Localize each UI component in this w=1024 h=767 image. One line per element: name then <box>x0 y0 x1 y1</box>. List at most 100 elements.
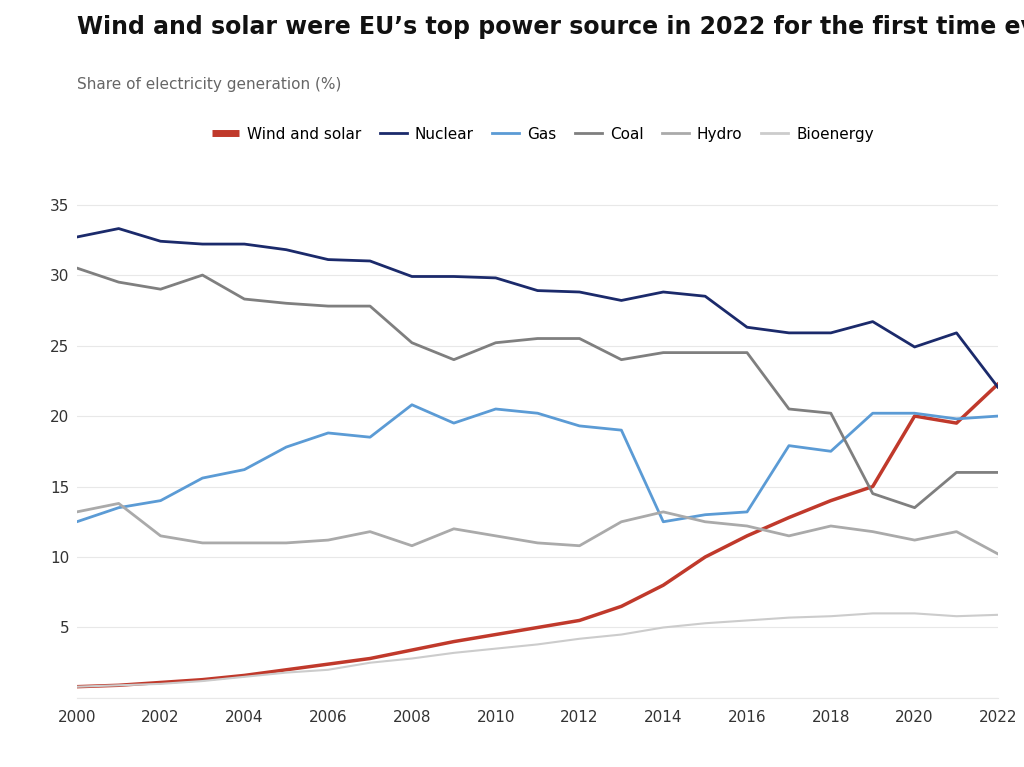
Gas <box>447 419 460 428</box>
Legend: Wind and solar, Nuclear, Gas, Coal, Hydro, Bioenergy: Wind and solar, Nuclear, Gas, Coal, Hydr… <box>212 127 873 142</box>
Hydro <box>239 538 251 548</box>
Wind and solar <box>782 513 795 522</box>
Bioenergy <box>489 644 502 653</box>
Nuclear <box>447 272 460 281</box>
Coal <box>113 278 125 287</box>
Coal <box>866 489 879 499</box>
Gas <box>866 409 879 418</box>
Hydro <box>489 532 502 541</box>
Wind and solar <box>281 665 293 674</box>
Nuclear <box>782 328 795 337</box>
Coal <box>782 404 795 413</box>
Wind and solar <box>322 660 334 669</box>
Nuclear <box>364 256 376 265</box>
Coal <box>573 334 586 343</box>
Coal <box>447 355 460 364</box>
Hydro <box>281 538 293 548</box>
Wind and solar <box>113 680 125 690</box>
Wind and solar <box>866 482 879 491</box>
Hydro <box>364 527 376 536</box>
Hydro <box>657 507 670 516</box>
Gas <box>113 503 125 512</box>
Nuclear <box>239 239 251 249</box>
Nuclear <box>406 272 418 281</box>
Coal <box>824 409 837 418</box>
Hydro <box>866 527 879 536</box>
Hydro <box>908 535 921 545</box>
Bioenergy <box>908 609 921 618</box>
Nuclear <box>71 232 83 242</box>
Nuclear <box>866 317 879 326</box>
Coal <box>699 348 712 357</box>
Nuclear <box>992 384 1005 393</box>
Bioenergy <box>992 611 1005 620</box>
Hydro <box>406 542 418 551</box>
Coal <box>197 271 209 280</box>
Wind and solar <box>71 682 83 691</box>
Coal <box>657 348 670 357</box>
Bioenergy <box>699 619 712 628</box>
Coal <box>364 301 376 311</box>
Coal <box>489 338 502 347</box>
Hydro <box>950 527 963 536</box>
Gas <box>824 446 837 456</box>
Nuclear <box>531 286 544 295</box>
Nuclear <box>197 239 209 249</box>
Hydro <box>531 538 544 548</box>
Hydro <box>824 522 837 531</box>
Coal <box>239 295 251 304</box>
Text: Wind and solar were EU’s top power source in 2022 for the first time ever: Wind and solar were EU’s top power sourc… <box>77 15 1024 39</box>
Coal <box>950 468 963 477</box>
Wind and solar <box>155 678 167 687</box>
Gas <box>531 409 544 418</box>
Wind and solar <box>908 411 921 420</box>
Hydro <box>615 517 628 526</box>
Bioenergy <box>741 616 754 625</box>
Gas <box>699 510 712 519</box>
Bioenergy <box>113 680 125 690</box>
Wind and solar <box>992 379 1005 388</box>
Hydro <box>71 507 83 516</box>
Wind and solar <box>741 532 754 541</box>
Hydro <box>992 550 1005 559</box>
Bioenergy <box>866 609 879 618</box>
Text: Share of electricity generation (%): Share of electricity generation (%) <box>77 77 341 92</box>
Gas <box>197 473 209 482</box>
Gas <box>322 428 334 437</box>
Gas <box>782 441 795 450</box>
Hydro <box>197 538 209 548</box>
Line: Hydro: Hydro <box>77 503 998 555</box>
Bioenergy <box>71 682 83 691</box>
Coal <box>406 338 418 347</box>
Bioenergy <box>155 680 167 689</box>
Wind and solar <box>573 616 586 625</box>
Nuclear <box>113 224 125 233</box>
Hydro <box>447 524 460 533</box>
Bioenergy <box>281 668 293 677</box>
Bioenergy <box>239 672 251 681</box>
Gas <box>992 411 1005 420</box>
Nuclear <box>281 245 293 255</box>
Gas <box>657 517 670 526</box>
Wind and solar <box>406 646 418 655</box>
Wind and solar <box>824 496 837 505</box>
Wind and solar <box>950 419 963 428</box>
Nuclear <box>489 273 502 282</box>
Hydro <box>741 522 754 531</box>
Coal <box>155 285 167 294</box>
Nuclear <box>657 288 670 297</box>
Nuclear <box>322 255 334 264</box>
Coal <box>71 263 83 272</box>
Nuclear <box>824 328 837 337</box>
Nuclear <box>699 291 712 301</box>
Coal <box>531 334 544 343</box>
Coal <box>992 468 1005 477</box>
Nuclear <box>155 237 167 246</box>
Wind and solar <box>239 671 251 680</box>
Bioenergy <box>197 676 209 686</box>
Wind and solar <box>615 602 628 611</box>
Coal <box>741 348 754 357</box>
Gas <box>573 421 586 430</box>
Bioenergy <box>657 623 670 632</box>
Hydro <box>113 499 125 508</box>
